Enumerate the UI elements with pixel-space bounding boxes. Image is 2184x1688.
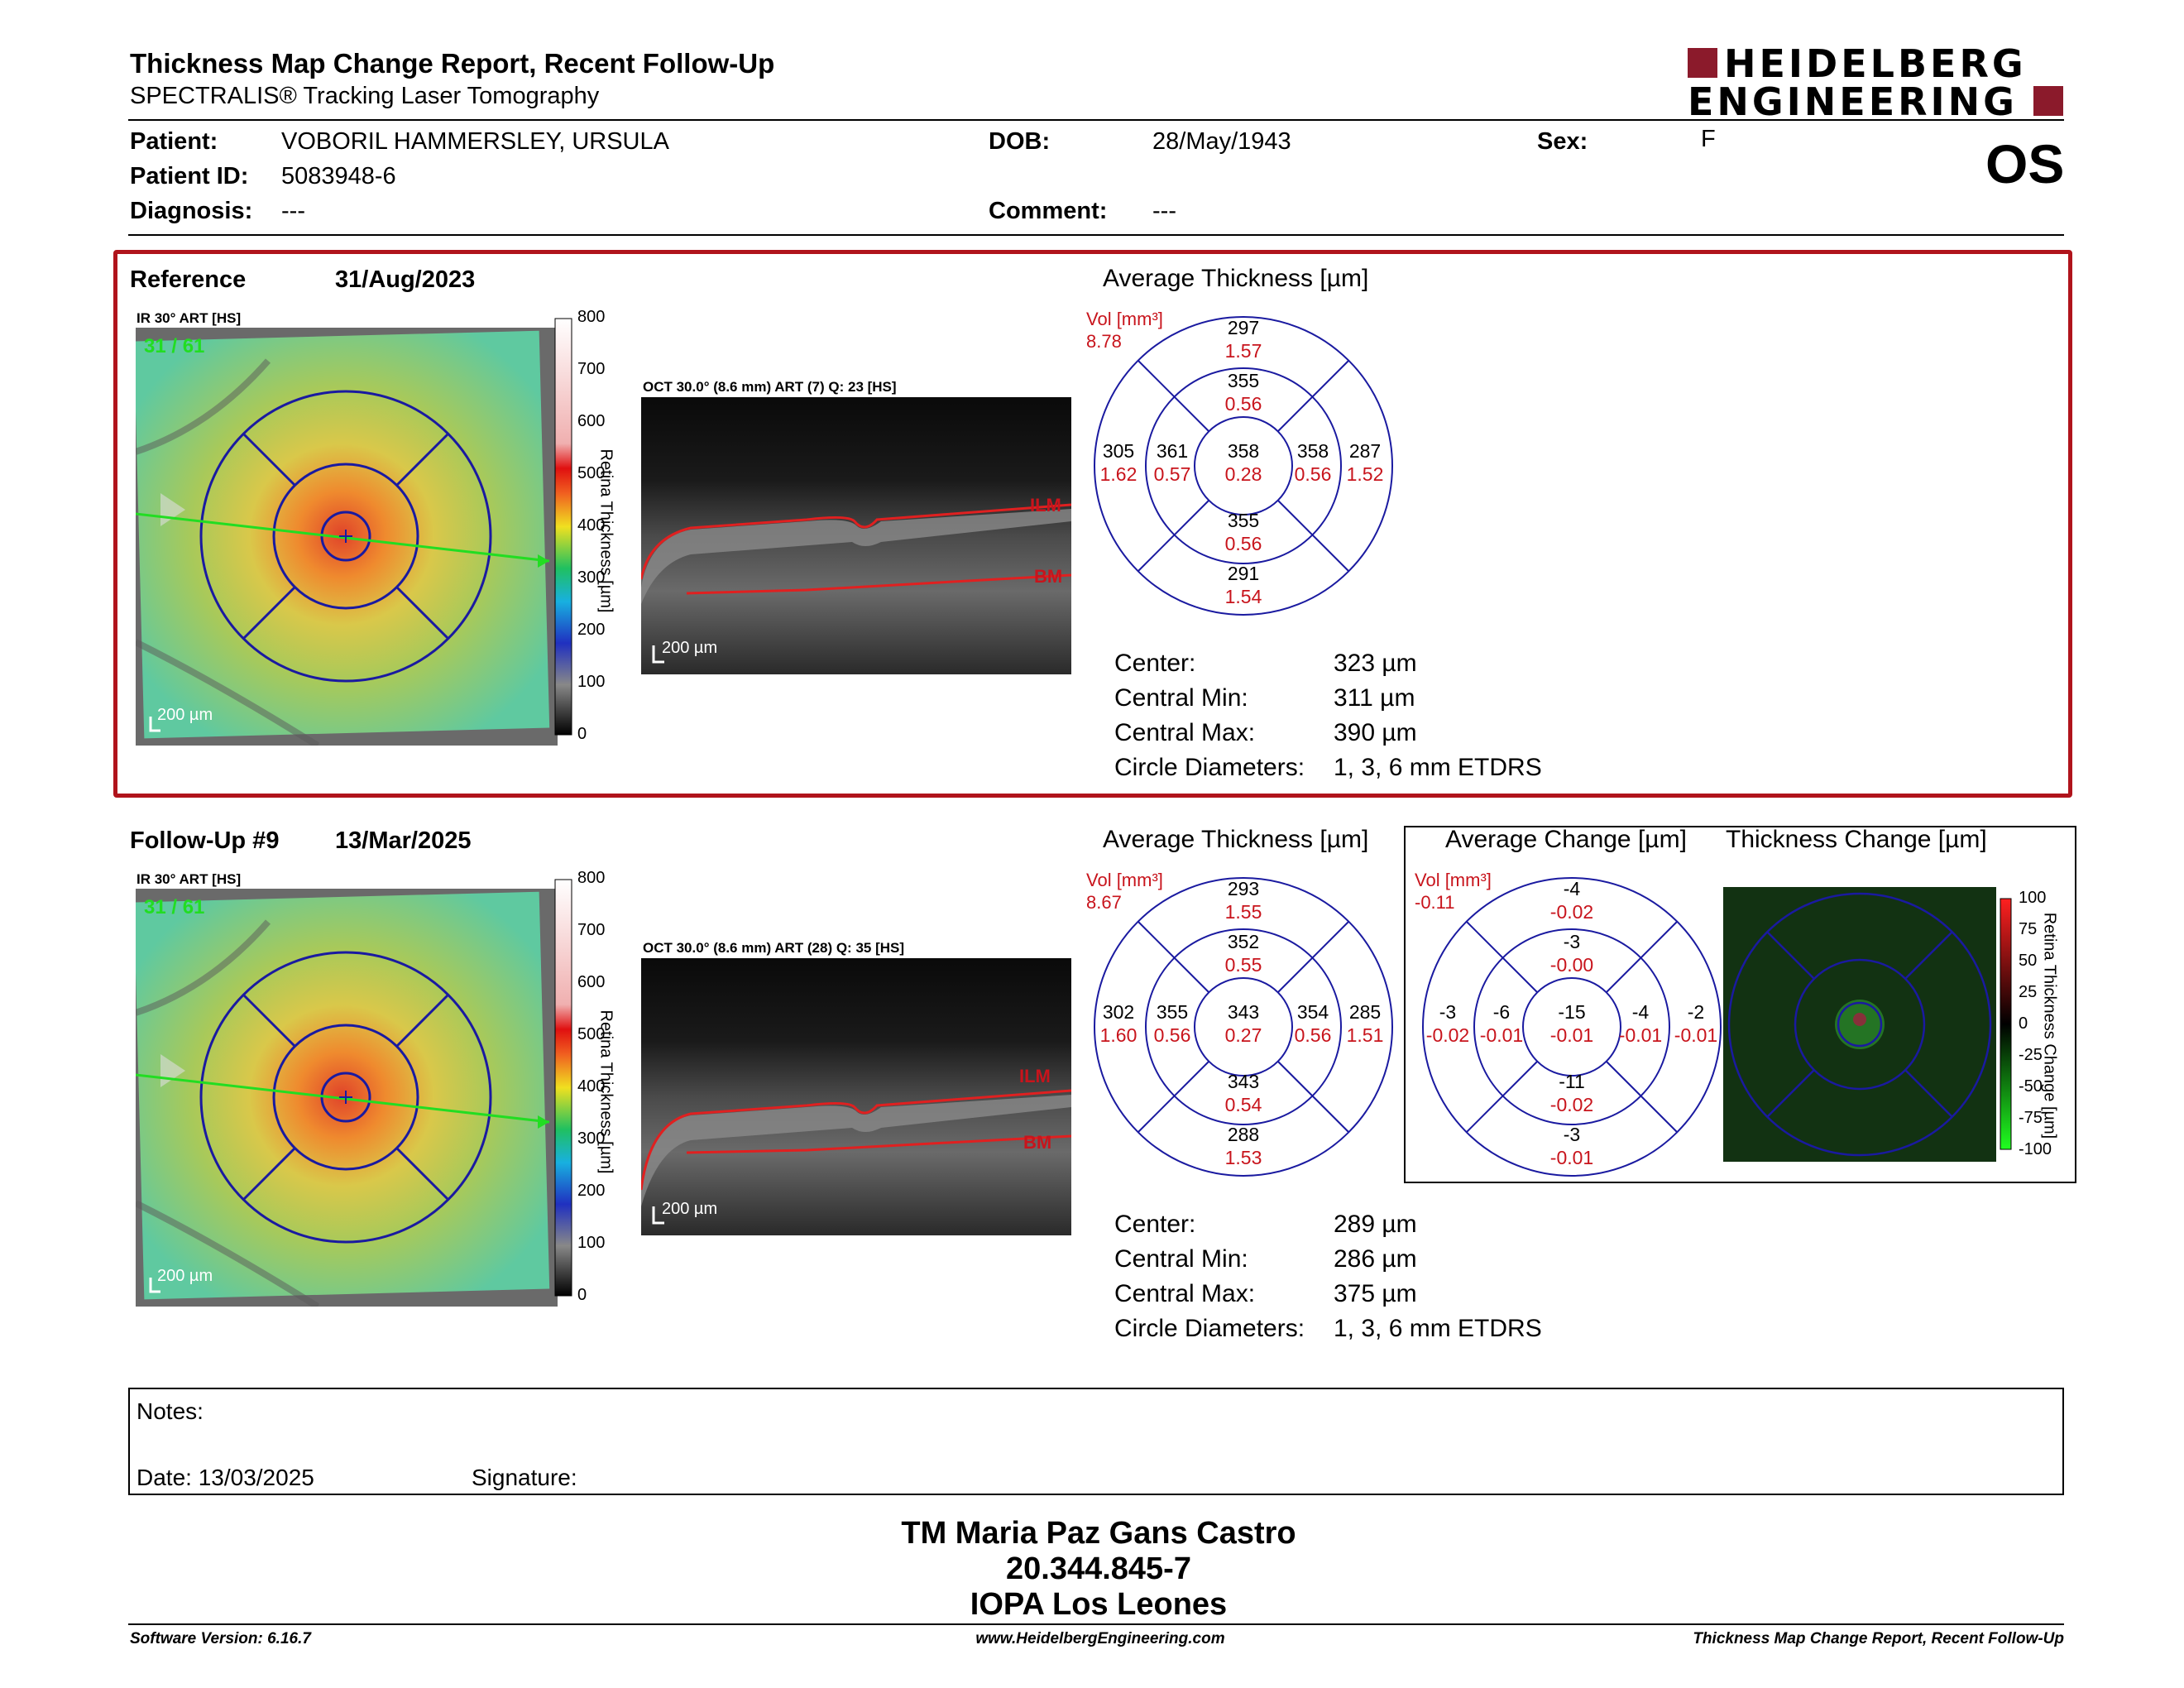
ir-label: IR 30° ART [HS] (136, 310, 242, 326)
followup-ir-thickness-map (136, 889, 558, 1307)
oct-scale-bar: 200 µm (662, 639, 718, 657)
central-max-label: Central Max: (1114, 1280, 1256, 1307)
website-link[interactable]: www.HeidelbergEngineering.com (975, 1630, 1225, 1647)
notes-label: Notes: (136, 1398, 204, 1424)
diagnosis-label: Diagnosis: (130, 198, 253, 224)
footer-report-title: Thickness Map Change Report, Recent Foll… (1693, 1630, 2064, 1647)
report-subtitle: SPECTRALIS® Tracking Laser Tomography (130, 83, 600, 109)
center-label: Center: (1114, 1211, 1196, 1238)
divider (128, 234, 2064, 236)
change-color-scale (2000, 898, 2012, 1150)
oct-scale-bar: 200 µm (662, 1200, 718, 1218)
reference-etdrs-grid (1094, 316, 1393, 616)
ilm-label: ILM (1019, 1066, 1051, 1086)
comment-value: --- (1152, 198, 1176, 224)
patient-name: VOBORIL HAMMERSLEY, URSULA (281, 128, 669, 155)
patient-id-label: Patient ID: (130, 163, 249, 189)
bm-label: BM (1034, 566, 1063, 587)
ir-scale-bar: 200 µm (157, 706, 213, 724)
average-change-title: Average Change [µm] (1445, 826, 1687, 853)
divider (128, 1623, 2064, 1625)
signoff-org: IOPA Los Leones (970, 1587, 1228, 1622)
notes-box[interactable] (128, 1388, 2064, 1495)
eye-label: OS (1985, 133, 2065, 194)
ir-scale-bar: 200 µm (157, 1267, 213, 1285)
followup-label: Follow-Up #9 (130, 827, 280, 854)
oct-label: OCT 30.0° (8.6 mm) ART (7) Q: 23 [HS] (643, 379, 897, 395)
notes-date: Date: 13/03/2025 (136, 1465, 314, 1490)
report-title: Thickness Map Change Report, Recent Foll… (130, 48, 775, 79)
change-etdrs-grid (1422, 877, 1722, 1177)
volume-value: 8.67 (1086, 892, 1122, 913)
change-panel (1404, 826, 2076, 1183)
comment-label: Comment: (989, 198, 1108, 224)
volume-label: Vol [mm³] (1086, 870, 1163, 890)
change-scale-axis-label: Retina Thickness Change [µm] (2040, 912, 2059, 1139)
center-label: Center: (1114, 650, 1196, 677)
ir-label: IR 30° ART [HS] (136, 871, 242, 887)
scale-axis-label: Retina Thickness [µm] (596, 1009, 615, 1174)
circle-diameters-label: Circle Diameters: (1114, 1315, 1305, 1342)
central-max-value: 375 µm (1334, 1280, 1417, 1307)
thickness-color-scale (554, 318, 572, 736)
change-volume-label: Vol [mm³] (1415, 870, 1492, 890)
patient-id: 5083948-6 (281, 163, 396, 189)
average-thickness-title: Average Thickness [µm] (1103, 826, 1369, 853)
bm-label: BM (1023, 1132, 1052, 1153)
thickness-change-title: Thickness Change [µm] (1726, 826, 1987, 853)
average-thickness-title: Average Thickness [µm] (1103, 265, 1369, 292)
scale-axis-label: Retina Thickness [µm] (596, 448, 615, 613)
software-version: Software Version: 6.16.7 (130, 1630, 311, 1647)
frame-counter: 31 / 61 (144, 896, 205, 918)
central-min-value: 311 µm (1334, 684, 1415, 712)
center-value: 323 µm (1334, 650, 1417, 677)
dob-label: DOB: (989, 128, 1051, 155)
patient-label: Patient: (130, 128, 218, 155)
followup-oct-bscan (641, 958, 1071, 1235)
reference-label: Reference (130, 266, 247, 293)
circle-diameters-label: Circle Diameters: (1114, 754, 1305, 781)
reference-panel (113, 250, 2072, 798)
followup-date: 13/Mar/2025 (335, 827, 472, 854)
sex-label: Sex: (1537, 128, 1588, 155)
reference-date: 31/Aug/2023 (335, 266, 476, 293)
frame-counter: 31 / 61 (144, 335, 205, 357)
central-min-value: 286 µm (1334, 1245, 1417, 1273)
reference-ir-thickness-map (136, 328, 558, 746)
volume-value: 8.78 (1086, 331, 1122, 352)
diagnosis-value: --- (281, 198, 305, 224)
central-min-label: Central Min: (1114, 1245, 1248, 1273)
logo-square-icon (2033, 86, 2063, 116)
sex-value: F (1701, 126, 1716, 152)
thickness-color-scale (554, 879, 572, 1297)
center-value: 289 µm (1334, 1211, 1417, 1238)
ilm-label: ILM (1030, 495, 1061, 516)
signoff-name: TM Maria Paz Gans Castro (901, 1516, 1296, 1551)
reference-oct-bscan (641, 397, 1071, 674)
thickness-change-map (1723, 887, 1996, 1162)
signoff-id: 20.344.845-7 (1006, 1551, 1191, 1586)
signature-label: Signature: (472, 1465, 577, 1490)
dob-value: 28/May/1943 (1152, 128, 1291, 155)
volume-label: Vol [mm³] (1086, 309, 1163, 329)
circle-diameters-value: 1, 3, 6 mm ETDRS (1334, 754, 1542, 781)
central-max-value: 390 µm (1334, 719, 1417, 746)
divider (128, 119, 2064, 121)
oct-label: OCT 30.0° (8.6 mm) ART (28) Q: 35 [HS] (643, 940, 905, 956)
circle-diameters-value: 1, 3, 6 mm ETDRS (1334, 1315, 1542, 1342)
central-min-label: Central Min: (1114, 684, 1248, 712)
followup-etdrs-grid (1094, 877, 1393, 1177)
logo-square-icon (1688, 48, 1717, 78)
central-max-label: Central Max: (1114, 719, 1256, 746)
change-volume-value: -0.11 (1415, 892, 1455, 913)
